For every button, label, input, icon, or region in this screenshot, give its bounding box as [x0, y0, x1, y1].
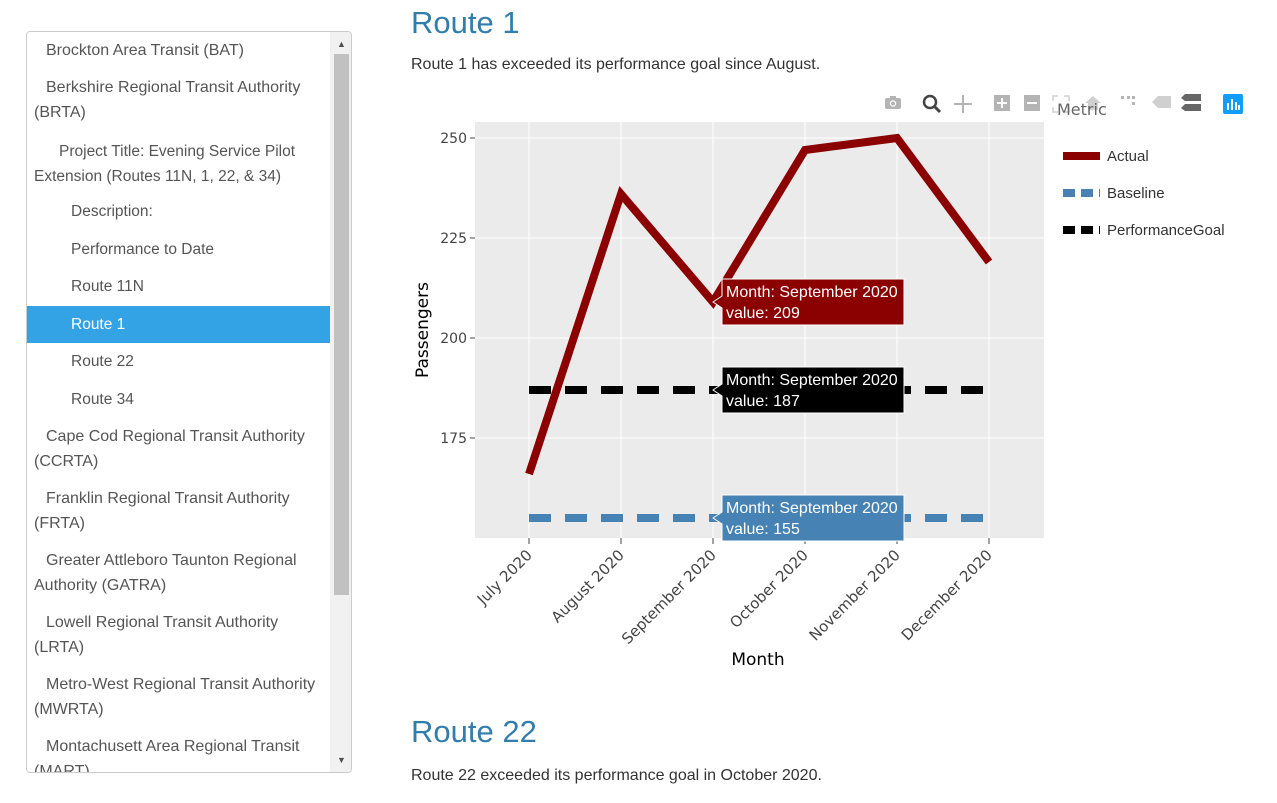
legend-title: Metric: [1057, 100, 1107, 119]
reset-axes-icon[interactable]: [1082, 94, 1104, 116]
toc-item[interactable]: Description:: [71, 203, 153, 220]
hover-label: Month: September 2020 value: 209: [712, 278, 905, 326]
spike-lines-icon[interactable]: [1117, 94, 1139, 116]
legend-item-label[interactable]: Actual: [1107, 148, 1149, 165]
toc-item[interactable]: Franklin Regional Transit Authority (FRT…: [34, 490, 290, 532]
camera-icon[interactable]: [882, 94, 904, 116]
y-tick-label: 175: [440, 431, 467, 447]
toc-item[interactable]: Project Title: Evening Service Pilot Ext…: [34, 143, 296, 185]
route22-heading: Route 22: [411, 714, 537, 749]
hover-label-text: Month: September 2020: [726, 372, 898, 389]
hover-label: Month: September 2020 value: 155: [712, 494, 905, 542]
toc-item[interactable]: Greater Attleboro Taunton Regional Autho…: [34, 552, 297, 594]
toc-list: Brockton Area Transit (BAT) Berkshire Reg…: [27, 32, 330, 773]
y-tick-label: 200: [440, 331, 467, 347]
plot-background: [475, 122, 1044, 538]
y-axis-title: Passengers: [413, 282, 433, 378]
x-tick-label: August 2020: [548, 546, 628, 626]
scroll-down-arrow-icon[interactable]: ▼: [337, 755, 346, 765]
toc-item[interactable]: Berkshire Regional Transit Authority (BR…: [34, 79, 301, 121]
plotly-logo-icon[interactable]: [1222, 94, 1244, 116]
hover-label-text: value: 187: [726, 393, 800, 410]
hover-label: Month: September 2020 value: 187: [712, 366, 905, 414]
toc-item[interactable]: Metro-West Regional Transit Authority (M…: [34, 676, 316, 718]
zoom-in-icon[interactable]: [991, 94, 1013, 116]
hover-label-text: Month: September 2020: [726, 284, 898, 301]
toc-item[interactable]: Brockton Area Transit (BAT): [46, 42, 244, 59]
route1-line-chart: 175 200 225 250 July 2020 August 2020Septembe…: [413, 100, 1225, 670]
hover-label-box: [712, 366, 905, 414]
y-tick-label: 250: [440, 131, 467, 147]
route1-heading: Route 1: [411, 5, 520, 40]
x-tick-label: December 2020: [898, 546, 996, 644]
autoscale-icon[interactable]: [1050, 94, 1072, 116]
x-tick-label: July 2020: [473, 546, 536, 609]
toc-item[interactable]: Route 34: [71, 390, 134, 408]
toc-scrollbar[interactable]: ▲ ▼: [330, 32, 351, 772]
toc-item[interactable]: Route 1: [27, 305, 330, 343]
hover-label-text: value: 209: [726, 305, 800, 322]
hover-compare-icon[interactable]: [1180, 94, 1202, 116]
toc-item[interactable]: Route 11N: [71, 278, 144, 295]
hover-label-text: value: 155: [726, 521, 800, 538]
scrollbar-thumb[interactable]: [334, 54, 349, 595]
x-axis-title: Month: [731, 650, 784, 670]
x-tick-label: November 2020: [806, 546, 904, 644]
toc-item[interactable]: Route 22: [71, 353, 134, 370]
scroll-up-arrow-icon[interactable]: ▲: [337, 39, 346, 49]
route1-description: Route 1 has exceeded its performance goa…: [411, 56, 821, 73]
toc-item[interactable]: Cape Cod Regional Transit Authority (CCR…: [34, 428, 305, 470]
toc-item[interactable]: Performance to Date: [71, 240, 215, 258]
hover-label-box: [712, 278, 905, 326]
series-line-actual: [525, 133, 993, 476]
route22-description: Route 22 exceeded its performance goal i…: [411, 767, 822, 784]
toc-item[interactable]: Lowell Regional Transit Authority (LRTA): [34, 614, 279, 656]
x-tick-label: October 2020: [726, 546, 812, 632]
table-of-contents: Brockton Area Transit (BAT) Berkshire Reg…: [26, 31, 352, 773]
pan-icon[interactable]: [952, 94, 974, 116]
zoom-out-icon[interactable]: [1021, 94, 1043, 116]
hover-label-box: [712, 494, 905, 542]
y-tick-label: 225: [440, 231, 467, 247]
x-tick-label: September 2020: [618, 546, 720, 648]
hover-label-text: Month: September 2020: [726, 500, 898, 517]
zoom-icon[interactable]: [921, 94, 943, 116]
legend-item-label[interactable]: Baseline: [1107, 185, 1165, 202]
legend-item-label[interactable]: PerformanceGoal: [1107, 222, 1225, 239]
hover-closest-icon[interactable]: [1150, 94, 1172, 116]
toc-item[interactable]: Montachusett Area Regional Transit (MART…: [34, 738, 300, 773]
